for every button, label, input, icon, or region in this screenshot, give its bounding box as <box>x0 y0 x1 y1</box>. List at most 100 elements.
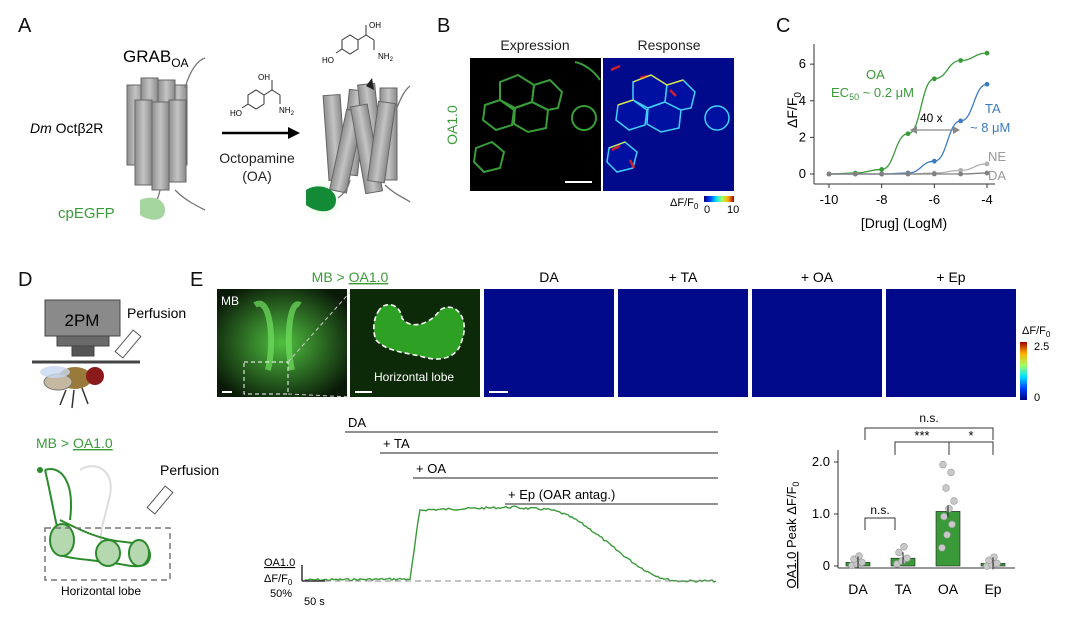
e-lobe-label: Horizontal lobe <box>374 370 454 384</box>
scale-pct: 50% <box>270 588 292 600</box>
e-cbar-min: 0 <box>1034 392 1040 404</box>
bar-category-label: DA <box>848 581 868 597</box>
microscope-label: 2PM <box>65 311 100 330</box>
bar-category-label: Ep <box>984 581 1001 597</box>
bar-datapoint <box>939 460 947 469</box>
c-point-oa <box>958 58 964 63</box>
bar-datapoint <box>943 531 951 539</box>
expression-image <box>470 58 601 191</box>
c-point-da <box>826 171 832 177</box>
c-x-tick-label: -4 <box>981 192 993 207</box>
bar-datapoint <box>900 543 908 551</box>
c-point-oa <box>905 131 911 137</box>
c-y-tick-label: 6 <box>799 56 806 71</box>
bar-datapoint <box>942 484 950 492</box>
arrow-head-icon <box>288 127 300 139</box>
panel-label-c: C <box>776 15 790 37</box>
bar-oa <box>935 511 961 567</box>
chem-ho-label: HO <box>230 109 242 118</box>
microscope-icon <box>44 299 121 337</box>
sig-single: * <box>968 428 973 443</box>
c-fold-arrow-right-icon <box>953 126 960 134</box>
c-x-tick-label: -10 <box>820 192 839 207</box>
bar-datapoint <box>903 554 911 562</box>
c-point-ne <box>984 161 990 167</box>
chem-nh2-label: NH2 <box>279 106 295 117</box>
e-cbar-label: ΔF/F0 <box>1022 325 1051 339</box>
c-y-tick-label: 2 <box>799 129 806 144</box>
panel-e-images: MB > OA1.0 MB Horizontal lobe DA + TA + OA… <box>217 269 1051 404</box>
peak-response-bar-chart: OA1.0 Peak ΔF/F0 01.02.0DA TA OA Ep n.s. **… <box>784 411 1015 597</box>
e-heatmap-2 <box>618 289 748 397</box>
c-point-da <box>879 171 885 177</box>
chem-nh2-label-2: NH2 <box>378 52 394 63</box>
col-expression-label: Expression <box>500 37 569 53</box>
bar-datapoint <box>950 497 958 505</box>
c-oa-ec50: EC50 ~ 0.2 μM <box>831 85 914 102</box>
bar-datapoint <box>948 520 956 529</box>
chem-ho-label-2: HO <box>322 56 334 65</box>
bar-datapoint <box>938 544 946 552</box>
e-heatmap-4 <box>886 289 1016 397</box>
c-point-ta <box>984 81 990 87</box>
lobe-outline <box>44 527 171 581</box>
sig-triple: *** <box>914 428 929 443</box>
mushroom-body-icon <box>37 465 152 568</box>
chem-oh-label-2: OH <box>369 21 381 30</box>
e-cbar-max: 2.5 <box>1034 341 1049 353</box>
c-oa-label: OA <box>866 67 885 82</box>
octopamine-structure-icon <box>241 80 281 110</box>
e-mb-label: MB <box>221 294 239 308</box>
bar-datapoint <box>858 558 866 567</box>
bar-datapoint <box>947 468 955 477</box>
e-mb-image <box>217 289 347 397</box>
ligand-name: Octopamine <box>219 150 295 166</box>
e-colorbar <box>1020 342 1027 400</box>
e-cond-label: DA <box>539 269 559 285</box>
scale-dff: ΔF/F0 <box>264 573 293 587</box>
e-cond-label: + Ep <box>936 269 965 285</box>
perfusion-bar-label: + TA <box>383 436 410 451</box>
c-y-label: ΔF/F0 <box>784 92 804 128</box>
panel-label-d: D <box>18 269 32 291</box>
panel-label-a: A <box>18 15 32 37</box>
panel-e-trace: DA+ TA+ OA+ Ep (OAR antag.) OA1.0 ΔF/F0 … <box>264 415 718 608</box>
bar-y-tick-label: 0 <box>823 558 830 573</box>
c-point-da <box>984 170 990 176</box>
c-da-label: DA <box>988 168 1006 183</box>
c-point-oa <box>984 50 990 56</box>
bar-y-label: OA1.0 Peak ΔF/F0 <box>784 482 801 589</box>
receptor-label: Dm Octβ2R <box>30 120 103 136</box>
sensor-side-label: OA1.0 <box>444 105 460 145</box>
bar-datapoint <box>945 505 953 513</box>
perfusion-bar-label: + OA <box>416 461 446 476</box>
c-series-line-oa <box>828 52 988 175</box>
panel-d-setup: 2PM Perfusion MB > OA1.0 Perfusion Horiz… <box>32 299 219 598</box>
bar-category-label: OA <box>938 581 959 597</box>
bar-y-tick-label: 1.0 <box>812 506 830 521</box>
panel-b-imaging: Expression Response OA1.0 <box>444 37 739 216</box>
bar-category-label: TA <box>895 581 913 597</box>
bar-datapoint <box>855 552 863 560</box>
bar-y-tick-label: 2.0 <box>812 454 830 469</box>
dose-response-chart: ΔF/F0 [Drug] (LogM) -10 -8 -6 -4 0 2 4 6 OA EC5… <box>784 44 1010 231</box>
bar-datapoint <box>940 512 948 521</box>
e-heatmap-3 <box>752 289 882 397</box>
b-cbar-min: 0 <box>704 204 710 216</box>
e-cond-label: + OA <box>801 269 834 285</box>
e-title: MB > OA1.0 <box>312 269 389 285</box>
c-fold-label: 40 x <box>920 111 943 125</box>
ligand-abbr: (OA) <box>242 168 272 184</box>
cpegfp-label: cpEGFP <box>58 205 115 222</box>
c-point-oa <box>879 167 885 172</box>
perfusion-label-bottom: Perfusion <box>160 462 219 478</box>
perfusion-label-top: Perfusion <box>127 305 186 321</box>
receptor-active-icon <box>297 78 411 225</box>
c-point-ne <box>958 167 964 173</box>
grab-title: GRABOA <box>123 47 189 70</box>
bar-datapoint <box>993 559 1001 568</box>
c-y-tick-label: 4 <box>799 93 806 108</box>
c-ta-label: TA <box>985 101 1001 116</box>
b-cbar-label: ΔF/F0 <box>670 197 699 211</box>
